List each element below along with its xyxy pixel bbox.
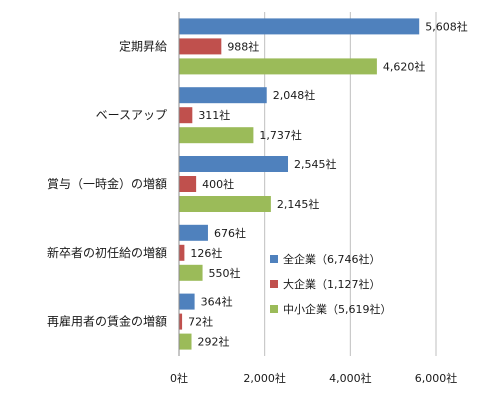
data-label: 72社 [188,315,213,329]
data-label: 126社 [190,246,222,260]
bar [179,333,192,350]
data-label: 988社 [227,39,259,53]
bar [179,176,197,192]
data-label: 4,620社 [383,59,426,73]
category-label: 再雇用者の賃金の増額 [47,314,167,329]
legend-swatch [270,305,278,313]
data-label: 550社 [209,266,241,280]
bar [179,224,208,241]
x-tick-label: 4,000社 [329,371,372,385]
legend: 全企業（6,746社） 大企業（1,127社） 中小企業（5,619社） [270,252,392,316]
legend-swatch [270,255,278,263]
data-label: 2,545社 [294,157,337,171]
data-label: 364社 [201,295,233,309]
data-label: 311社 [198,108,230,122]
bar [179,87,267,104]
bar [179,107,193,124]
bars [179,18,420,350]
bar [179,156,289,172]
data-label: 2,145社 [277,197,320,211]
category-label: ベースアップ [96,108,167,122]
legend-label: 中小企業（5,619社） [283,302,392,316]
bar [179,313,183,330]
data-label: 676社 [214,226,246,240]
data-label: 5,608社 [425,19,468,33]
axes: 0社 2,000社 4,000社 6,000社 定期昇給ベースアップ賞与（一時金）の増額… [47,12,457,385]
x-tick-label: 0社 [170,371,188,385]
bar [179,244,185,261]
bar [179,127,254,144]
bar [179,293,195,310]
category-label: 定期昇給 [119,38,167,53]
x-tick-label: 6,000社 [415,371,458,385]
data-label: 400社 [202,177,234,191]
data-labels: 5,608社 988社 4,620社 2,048社 311社 1,737社 2,545社 40… [188,19,468,348]
bar [179,38,222,55]
bar [179,18,420,35]
bar [179,264,203,281]
bar [179,196,271,212]
legend-swatch [270,280,278,288]
x-tick-label: 2,000社 [243,371,286,385]
legend-label: 大企業（1,127社） [283,277,381,291]
data-label: 1,737社 [259,128,302,142]
data-label: 292社 [198,335,230,349]
data-label: 2,048社 [273,88,316,102]
category-label: 賞与（一時金）の増額 [47,176,167,191]
category-label: 新卒者の初任給の増額 [47,245,167,260]
legend-label: 全企業（6,746社） [283,252,381,266]
bar [179,58,377,75]
